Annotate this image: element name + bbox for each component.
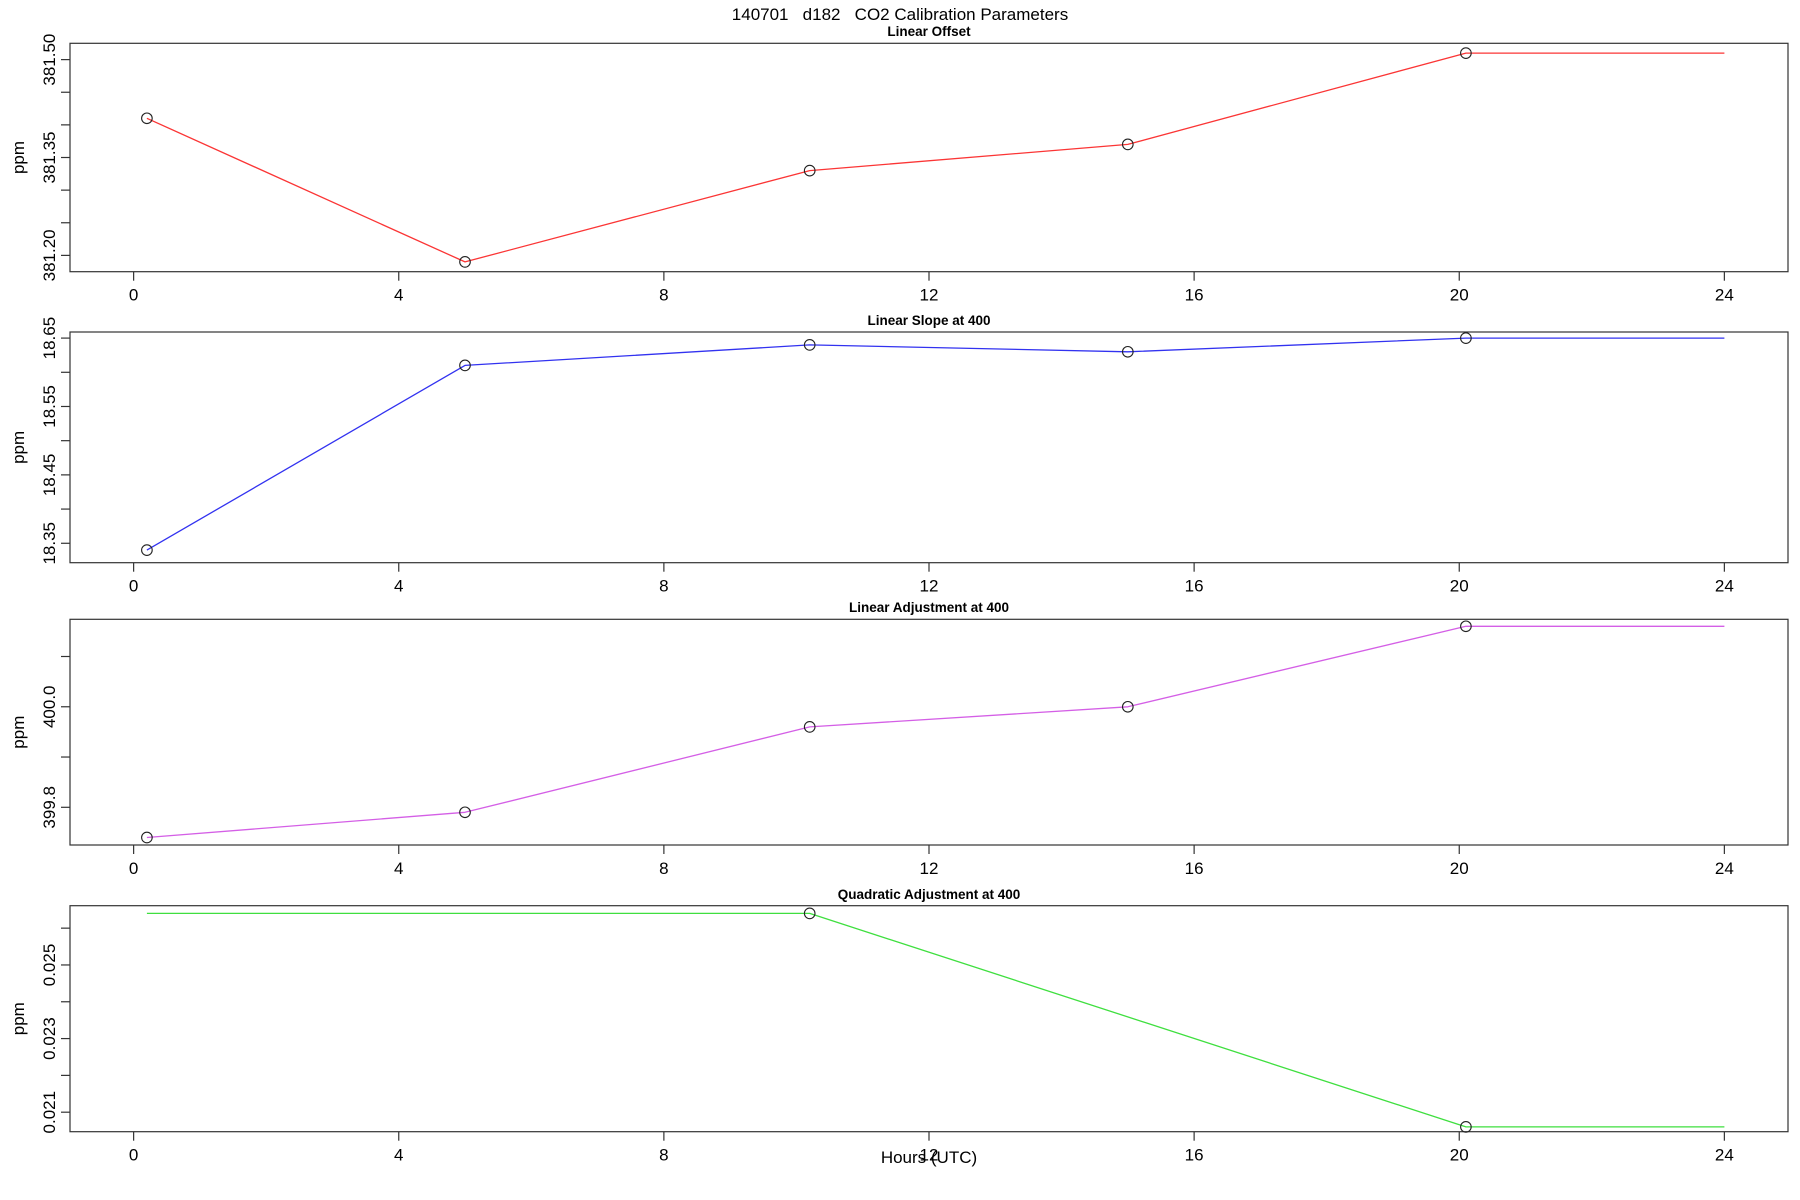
data-point-marker bbox=[803, 339, 816, 351]
y-tick-label: 18.35 bbox=[40, 522, 59, 565]
plot-box bbox=[69, 42, 1789, 273]
x-tick-label: 16 bbox=[1185, 1146, 1204, 1165]
data-point-marker bbox=[1121, 700, 1134, 713]
x-tick-label: 16 bbox=[1185, 859, 1204, 878]
y-tick-label: 18.55 bbox=[40, 385, 59, 428]
x-tick-label: 4 bbox=[394, 577, 403, 596]
plot-box bbox=[69, 905, 1789, 1133]
series-line bbox=[146, 912, 1725, 1128]
x-tick-label: 20 bbox=[1450, 286, 1469, 305]
data-point-marker bbox=[1121, 345, 1134, 358]
x-tick-label: 8 bbox=[659, 1146, 668, 1165]
x-tick-label: 4 bbox=[394, 859, 403, 878]
x-tick-label: 20 bbox=[1450, 577, 1469, 596]
panel-2: 0 4 8 12 16 20 24 399.8 400.0 ppm bbox=[9, 618, 1789, 878]
x-tick-label: 8 bbox=[659, 286, 668, 305]
main-title: 140701 d182 CO2 Calibration Parameters bbox=[731, 5, 1069, 24]
y-axis-title: ppm bbox=[9, 1002, 28, 1035]
y-tick-label: 0.023 bbox=[40, 1017, 59, 1060]
plot-box bbox=[69, 618, 1789, 846]
x-tick-label: 8 bbox=[659, 859, 668, 878]
x-tick-label: 20 bbox=[1450, 859, 1469, 878]
data-point-marker bbox=[141, 112, 153, 125]
x-tick-label: 20 bbox=[1450, 1146, 1469, 1165]
x-tick-label: 0 bbox=[129, 859, 138, 878]
data-point-marker bbox=[1460, 1121, 1472, 1133]
panel-title-quadratic-adjustment: Quadratic Adjustment at 400 bbox=[837, 886, 1021, 902]
panel-title-linear-slope: Linear Slope at 400 bbox=[867, 313, 991, 328]
data-point-marker bbox=[1121, 138, 1134, 151]
panel-title-linear-offset: Linear Offset bbox=[887, 24, 971, 40]
data-point-marker bbox=[459, 256, 471, 268]
x-tick-label: 0 bbox=[129, 286, 138, 305]
y-tick-label: 0.025 bbox=[40, 944, 59, 987]
x-tick-label: 24 bbox=[1715, 1146, 1734, 1165]
x-tick-label: 12 bbox=[920, 1146, 939, 1165]
x-tick-label: 4 bbox=[394, 286, 403, 305]
y-axis-title: ppm bbox=[9, 716, 28, 749]
y-tick-label: 381.35 bbox=[40, 132, 59, 184]
y-tick-label: 18.65 bbox=[40, 317, 59, 360]
y-tick-label: 381.20 bbox=[40, 229, 59, 281]
x-axis-title: Hours (UTC) bbox=[880, 1148, 978, 1167]
data-point-marker bbox=[141, 831, 153, 844]
y-tick-label: 400.0 bbox=[40, 685, 59, 728]
panel-title-linear-adjustment: Linear Adjustment at 400 bbox=[848, 600, 1010, 616]
x-tick-label: 24 bbox=[1715, 577, 1734, 596]
series-line bbox=[146, 337, 1725, 551]
y-tick-label: 0.021 bbox=[40, 1091, 59, 1134]
panel-3: 0 4 8 12 16 20 24 0.021 0.023 0.025 ppm bbox=[9, 905, 1789, 1165]
data-point-marker bbox=[803, 907, 816, 920]
x-tick-label: 12 bbox=[920, 577, 939, 596]
y-tick-label: 399.8 bbox=[40, 786, 59, 829]
y-axis-title: ppm bbox=[9, 431, 28, 464]
y-tick-label: 18.45 bbox=[40, 454, 59, 497]
x-tick-label: 0 bbox=[129, 1146, 138, 1165]
plot-box bbox=[69, 331, 1789, 564]
x-tick-label: 12 bbox=[920, 859, 939, 878]
data-point-marker bbox=[1460, 47, 1472, 59]
data-point-marker bbox=[141, 544, 153, 556]
data-point-marker bbox=[1460, 332, 1472, 344]
x-tick-label: 4 bbox=[394, 1146, 403, 1165]
x-tick-label: 0 bbox=[129, 577, 138, 596]
series-line bbox=[146, 52, 1725, 263]
x-tick-label: 16 bbox=[1185, 577, 1204, 596]
x-tick-label: 16 bbox=[1185, 286, 1204, 305]
x-tick-label: 24 bbox=[1715, 859, 1734, 878]
data-point-marker bbox=[459, 359, 471, 372]
x-tick-label: 24 bbox=[1715, 286, 1734, 305]
x-tick-label: 8 bbox=[659, 577, 668, 596]
panel-0: 0 4 8 12 16 20 24 381.20 381.35 381.50 ppm bbox=[9, 34, 1789, 305]
data-point-marker bbox=[803, 721, 816, 733]
data-point-marker bbox=[803, 164, 816, 177]
data-point-marker bbox=[1460, 620, 1472, 633]
data-point-marker bbox=[459, 806, 471, 819]
y-axis-title: ppm bbox=[9, 141, 28, 174]
x-tick-label: 12 bbox=[920, 286, 939, 305]
panel-1: 0 4 8 12 16 20 24 18.35 18.45 18.55 18.65 ppm bbox=[9, 317, 1789, 596]
y-tick-label: 381.50 bbox=[40, 34, 59, 86]
series-line bbox=[146, 625, 1725, 839]
